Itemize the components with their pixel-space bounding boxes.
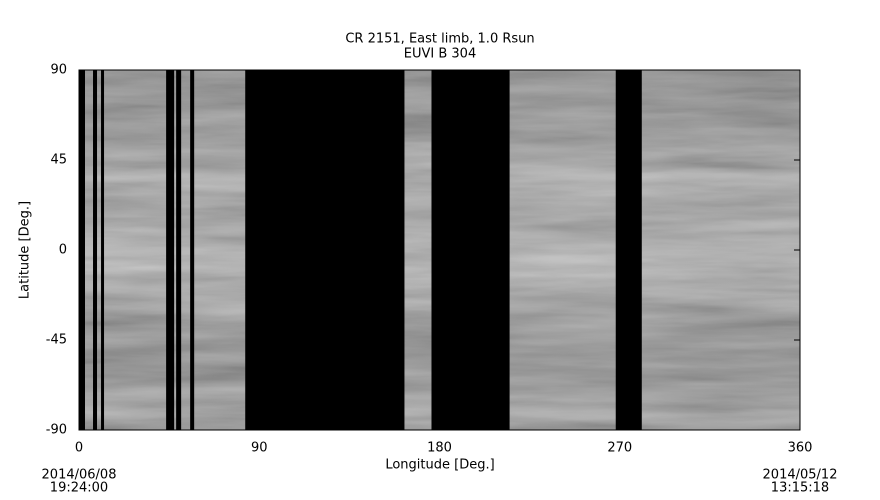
- chart-subtitle: EUVI B 304: [404, 47, 476, 62]
- start-time: 19:24:00: [50, 481, 108, 496]
- data-gap: [176, 70, 182, 430]
- end-time: 13:15:18: [771, 481, 829, 496]
- y-tick-label: -45: [46, 333, 67, 348]
- data-gap: [101, 70, 105, 430]
- x-tick-label: 270: [607, 441, 632, 456]
- x-axis-label: Longitude [Deg.]: [385, 458, 494, 473]
- data-gaps: [79, 70, 642, 430]
- x-tick-label: 0: [75, 441, 83, 456]
- y-tick-label: 90: [50, 63, 67, 78]
- y-axis-label: Latitude [Deg.]: [18, 201, 33, 299]
- chart-title: CR 2151, East limb, 1.0 Rsun: [345, 32, 534, 47]
- y-tick-label: 45: [50, 153, 67, 168]
- x-tick-label: 360: [788, 441, 813, 456]
- end-date: 2014/05/12: [763, 468, 838, 483]
- data-gap: [245, 70, 405, 430]
- data-gap: [166, 70, 175, 430]
- data-gap: [190, 70, 195, 430]
- start-date: 2014/06/08: [42, 468, 117, 483]
- data-gap: [93, 70, 98, 430]
- y-tick-label: 0: [59, 243, 67, 258]
- x-tick-label: 180: [427, 441, 452, 456]
- data-gap: [615, 70, 642, 430]
- data-gap: [431, 70, 510, 430]
- x-tick-label: 90: [251, 441, 268, 456]
- y-tick-label: -90: [46, 423, 67, 438]
